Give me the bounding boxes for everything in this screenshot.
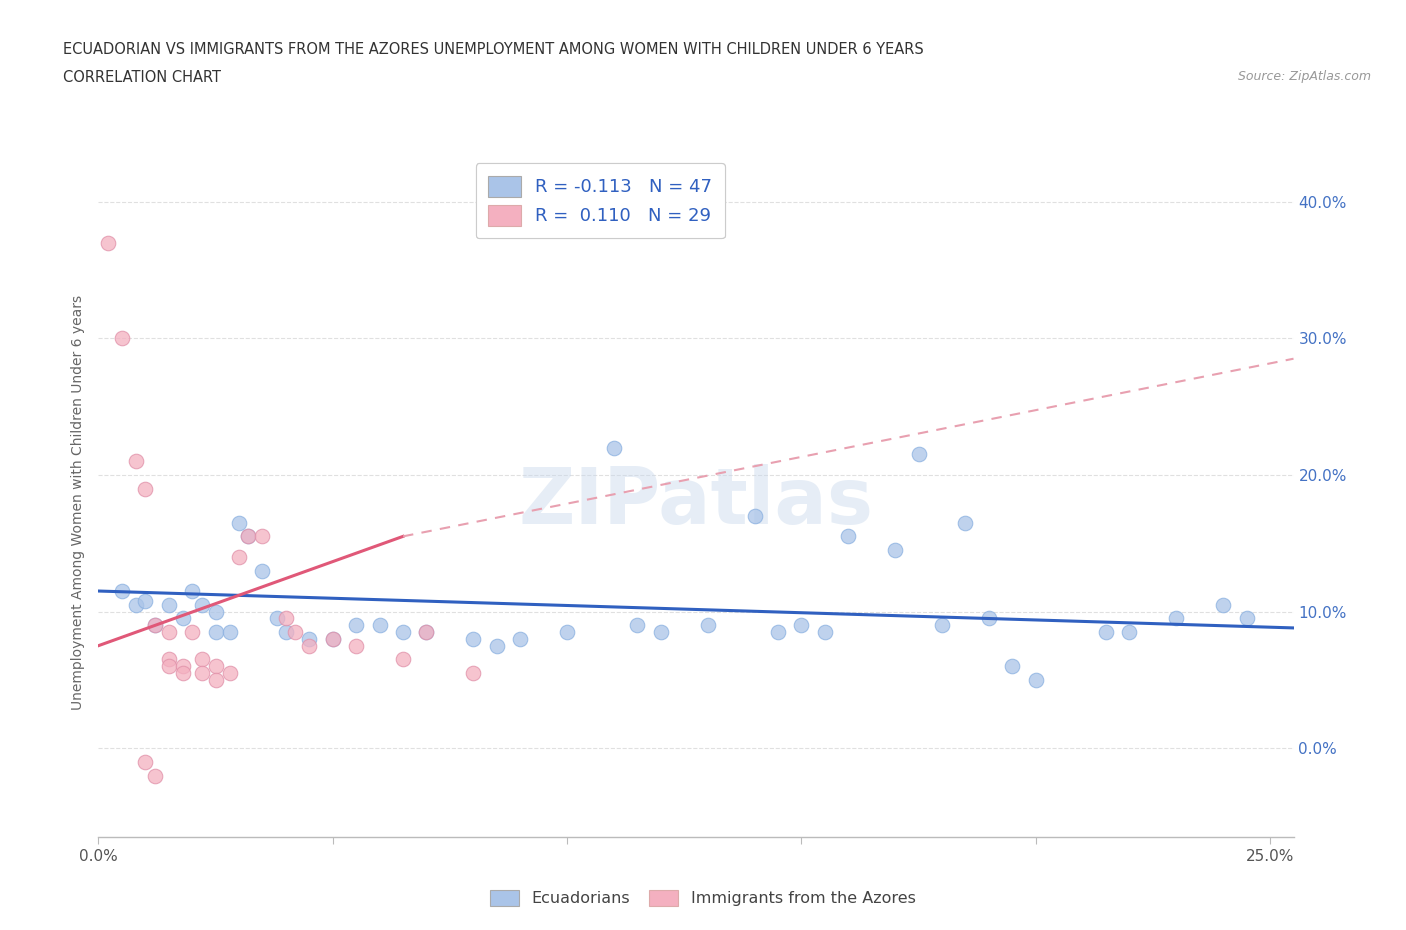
- Point: [238, 529, 260, 544]
- Point: [284, 625, 307, 640]
- Point: [392, 625, 415, 640]
- Point: [977, 611, 1000, 626]
- Point: [274, 625, 297, 640]
- Point: [228, 550, 250, 565]
- Point: [1001, 658, 1024, 673]
- Point: [134, 754, 156, 769]
- Point: [172, 658, 194, 673]
- Point: [485, 638, 508, 653]
- Point: [252, 563, 274, 578]
- Text: ECUADORIAN VS IMMIGRANTS FROM THE AZORES UNEMPLOYMENT AMONG WOMEN WITH CHILDREN : ECUADORIAN VS IMMIGRANTS FROM THE AZORES…: [63, 42, 924, 57]
- Point: [274, 611, 297, 626]
- Point: [190, 666, 212, 681]
- Point: [218, 625, 240, 640]
- Point: [696, 618, 718, 632]
- Text: Source: ZipAtlas.com: Source: ZipAtlas.com: [1237, 70, 1371, 83]
- Point: [509, 631, 531, 646]
- Text: ZIPatlas: ZIPatlas: [519, 464, 873, 540]
- Point: [837, 529, 859, 544]
- Point: [143, 618, 166, 632]
- Point: [204, 625, 226, 640]
- Point: [190, 597, 212, 612]
- Point: [415, 625, 437, 640]
- Point: [204, 672, 226, 687]
- Point: [814, 625, 837, 640]
- Point: [157, 597, 180, 612]
- Point: [1118, 625, 1140, 640]
- Point: [626, 618, 648, 632]
- Point: [143, 768, 166, 783]
- Point: [172, 611, 194, 626]
- Point: [143, 618, 166, 632]
- Point: [298, 638, 321, 653]
- Point: [97, 235, 120, 250]
- Point: [218, 666, 240, 681]
- Point: [955, 515, 977, 530]
- Point: [125, 454, 148, 469]
- Point: [1212, 597, 1234, 612]
- Point: [884, 542, 907, 557]
- Point: [111, 584, 134, 599]
- Point: [298, 631, 321, 646]
- Point: [744, 509, 766, 524]
- Point: [322, 631, 344, 646]
- Point: [111, 331, 134, 346]
- Point: [266, 611, 288, 626]
- Point: [157, 652, 180, 667]
- Point: [125, 597, 148, 612]
- Point: [463, 666, 485, 681]
- Point: [134, 481, 156, 496]
- Point: [204, 658, 226, 673]
- Point: [181, 584, 204, 599]
- Point: [415, 625, 437, 640]
- Point: [907, 447, 929, 462]
- Point: [1236, 611, 1258, 626]
- Point: [766, 625, 789, 640]
- Point: [790, 618, 813, 632]
- Point: [650, 625, 672, 640]
- Point: [931, 618, 953, 632]
- Point: [463, 631, 485, 646]
- Point: [204, 604, 226, 619]
- Point: [157, 625, 180, 640]
- Legend: R = -0.113   N = 47, R =  0.110   N = 29: R = -0.113 N = 47, R = 0.110 N = 29: [475, 163, 725, 238]
- Point: [172, 666, 194, 681]
- Point: [555, 625, 578, 640]
- Point: [252, 529, 274, 544]
- Point: [344, 618, 367, 632]
- Text: CORRELATION CHART: CORRELATION CHART: [63, 70, 221, 85]
- Point: [238, 529, 260, 544]
- Point: [181, 625, 204, 640]
- Legend: Ecuadorians, Immigrants from the Azores: Ecuadorians, Immigrants from the Azores: [484, 884, 922, 912]
- Point: [1166, 611, 1188, 626]
- Point: [157, 658, 180, 673]
- Point: [228, 515, 250, 530]
- Point: [344, 638, 367, 653]
- Point: [603, 440, 626, 455]
- Point: [1095, 625, 1118, 640]
- Point: [368, 618, 391, 632]
- Point: [190, 652, 212, 667]
- Point: [322, 631, 344, 646]
- Point: [134, 593, 156, 608]
- Point: [392, 652, 415, 667]
- Y-axis label: Unemployment Among Women with Children Under 6 years: Unemployment Among Women with Children U…: [72, 295, 86, 710]
- Point: [1025, 672, 1047, 687]
